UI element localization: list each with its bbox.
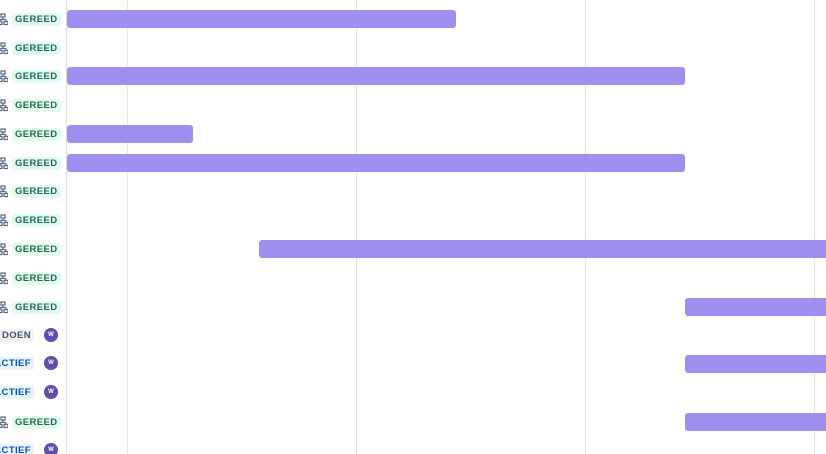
hierarchy-icon [0,243,8,256]
issue-row[interactable]: GEREED [0,293,66,322]
status-badge[interactable]: GEREED [12,272,61,285]
status-badge[interactable]: GEREED [12,214,61,227]
issue-row[interactable]: DOEN W [0,321,66,350]
issue-row[interactable]: ACTIEF W [0,378,66,407]
status-badge[interactable]: GEREED [12,185,61,198]
issue-row[interactable]: ACTIEF W [0,349,66,378]
issue-row[interactable]: ACTIEF W [0,436,66,454]
status-badge[interactable]: GEREED [12,70,61,83]
issue-row[interactable]: GEREED [0,120,66,149]
status-badge[interactable]: ACTIEF [0,386,34,399]
hierarchy-icon [0,416,8,429]
timeline-bar[interactable] [67,10,456,28]
status-badge[interactable]: ACTIEF [0,357,34,370]
issue-row[interactable]: GEREED [0,264,66,293]
status-badge[interactable]: GEREED [12,157,61,170]
timeline-bar[interactable] [67,67,685,85]
status-badge[interactable]: ACTIEF [0,444,34,454]
grid-line [127,0,128,454]
issue-row[interactable]: GEREED [0,62,66,91]
issue-row[interactable]: GEREED [0,206,66,235]
status-badge[interactable]: DOEN [0,329,34,342]
issue-list: GEREED GEREED GEREED GEREED GEREED GEREE… [0,0,66,454]
timeline-bar[interactable] [685,355,826,373]
grid-line [585,0,586,454]
status-badge[interactable]: GEREED [12,42,61,55]
status-badge[interactable]: GEREED [12,128,61,141]
hierarchy-icon [0,13,8,26]
status-badge[interactable]: GEREED [12,13,61,26]
issue-row[interactable]: GEREED [0,149,66,178]
status-badge[interactable]: GEREED [12,301,61,314]
issue-row[interactable]: GEREED [0,408,66,437]
issue-row[interactable]: GEREED [0,177,66,206]
hierarchy-icon [0,272,8,285]
avatar[interactable]: W [44,385,58,399]
grid-line [356,0,357,454]
hierarchy-icon [0,99,8,112]
grid-line [814,0,815,454]
hierarchy-icon [0,128,8,141]
hierarchy-icon [0,301,8,314]
timeline-bar[interactable] [259,240,826,258]
timeline-bar[interactable] [67,154,685,172]
timeline-bar[interactable] [67,125,193,143]
timeline-bar[interactable] [685,413,826,431]
avatar[interactable]: W [44,356,58,370]
status-badge[interactable]: GEREED [12,99,61,112]
status-badge[interactable]: GEREED [12,416,61,429]
column-divider[interactable] [66,0,67,454]
hierarchy-icon [0,214,8,227]
hierarchy-icon [0,157,8,170]
issue-row[interactable]: GEREED [0,5,66,34]
timeline-grid [67,0,826,454]
hierarchy-icon [0,42,8,55]
avatar[interactable]: W [44,328,58,342]
hierarchy-icon [0,185,8,198]
status-badge[interactable]: GEREED [12,243,61,256]
hierarchy-icon [0,70,8,83]
avatar[interactable]: W [44,443,58,454]
issue-row[interactable]: GEREED [0,235,66,264]
timeline-bar[interactable] [685,298,826,316]
issue-row[interactable]: GEREED [0,91,66,120]
issue-row[interactable]: GEREED [0,34,66,63]
